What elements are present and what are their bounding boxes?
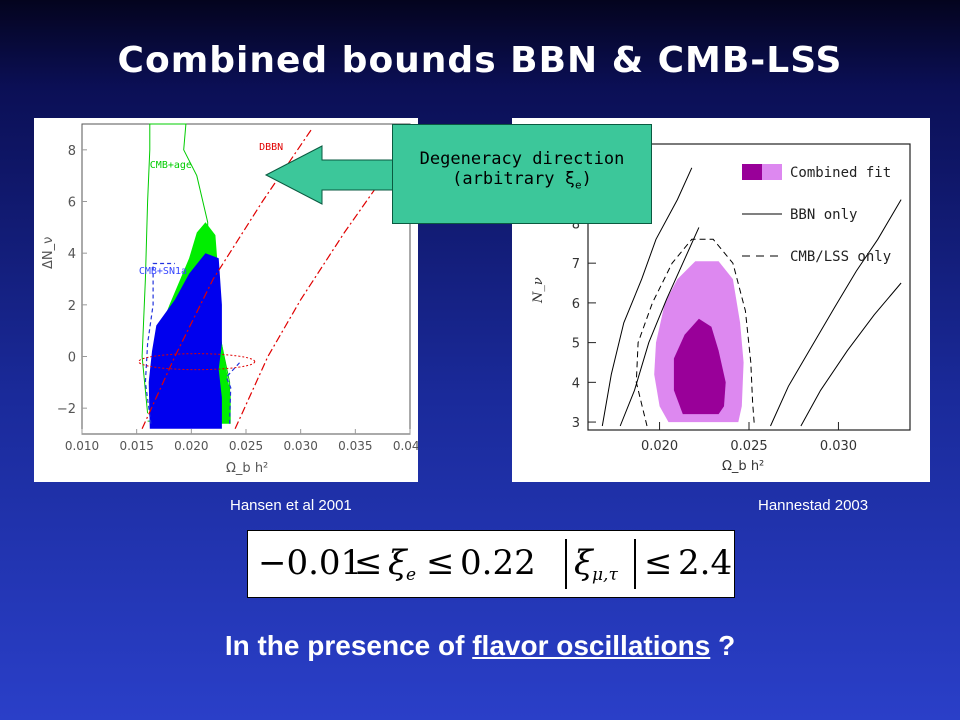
cmb-sn1a-dashed-contour-right <box>225 361 241 424</box>
chart-left-xtick-label: 0.035 <box>338 439 372 453</box>
combined-fit-68-region <box>673 318 726 415</box>
formula-xi-mt: ξ <box>574 543 593 583</box>
formula-bound: 2.4 <box>678 543 733 583</box>
chart-right-ytick-label: 8 <box>572 217 580 232</box>
chart-left-xlabel: Ω_b h² <box>226 461 268 476</box>
chart-right-legend-label: BBN only <box>790 207 857 223</box>
chart-left-ytick-label: 0 <box>68 351 76 366</box>
chart-left-annotation: CMB+SN1a <box>139 266 187 277</box>
caption-right: Hannestad 2003 <box>758 497 869 514</box>
chart-right-xtick-label: 0.030 <box>820 439 857 454</box>
chart-left-annotation: DBBN <box>259 142 283 153</box>
cmb-age-contour <box>141 123 231 422</box>
chart-left-ytick-label: −2 <box>57 402 76 417</box>
chart-right-ytick-label: 5 <box>572 337 580 352</box>
chart-left-xtick-label: 0.040 <box>393 439 418 453</box>
formula-sub-e: e <box>406 565 417 585</box>
bbn-contour-left <box>601 167 693 427</box>
formula-le2: ≤ <box>426 543 455 583</box>
chart-right: 0.020 0.025 0.030 3 4 5 6 7 8 Combined fit BBN on… <box>531 143 911 474</box>
bbn-contour-right-inner <box>800 282 902 427</box>
chart-right-ytick-label: 6 <box>572 297 580 312</box>
formula-high: 0.22 <box>460 543 536 583</box>
flavor-oscillations-link: flavor oscillations <box>472 630 711 661</box>
chart-right-ytick-label: 4 <box>572 376 580 391</box>
abs-bar-right <box>634 539 636 589</box>
chart-left-ytick-label: 4 <box>68 247 76 262</box>
degeneracy-arrow-icon <box>264 145 401 205</box>
chart-left-xtick-label: 0.030 <box>283 439 317 453</box>
formula-le3: ≤ <box>644 543 673 583</box>
chart-left-ytick-label: 2 <box>68 299 76 314</box>
callout-line2: (arbitrary ξe) <box>393 169 651 191</box>
cmb-sn1a-dashed-contour <box>144 262 175 424</box>
chart-right-regions <box>601 167 902 427</box>
chart-left-xtick-label: 0.015 <box>119 439 153 453</box>
chart-right-ytick-label: 3 <box>572 416 580 431</box>
chart-right-legend-label: Combined fit <box>790 165 891 181</box>
formula-xi-e: ξ <box>388 543 407 583</box>
cmb-lss-contour <box>635 238 755 427</box>
chart-right-ticks: 0.020 0.025 0.030 3 4 5 6 7 8 <box>572 217 857 454</box>
formula-box: −0.01 ≤ ξ e ≤ 0.22 ξ μ,τ ≤ 2.4 <box>247 530 735 598</box>
chart-right-legend: Combined fit BBN only CMB/LSS only <box>742 164 891 265</box>
formula-le1: ≤ <box>354 543 383 583</box>
question-text: In the presence of flavor oscillations ? <box>0 630 960 662</box>
formula-low: −0.01 <box>258 543 363 583</box>
callout-line1: Degeneracy direction <box>419 149 625 169</box>
chart-left-ylabel: ΔN_ν <box>41 237 56 269</box>
dbbn-ellipse <box>138 353 256 371</box>
caption-left: Hansen et al 2001 <box>230 497 352 514</box>
chart-left-ytick-label: 6 <box>68 196 76 211</box>
legend-swatch-light <box>762 164 782 180</box>
abs-bar-left <box>565 539 567 589</box>
chart-left-annotation: CMB+age <box>150 160 192 171</box>
chart-right-legend-label: CMB/LSS only <box>790 249 891 265</box>
degeneracy-callout: Degeneracy direction (arbitrary ξe) <box>392 124 652 224</box>
chart-right-ytick-label: 7 <box>572 257 580 272</box>
chart-left-xtick-label: 0.010 <box>65 439 99 453</box>
question-post: ? <box>710 630 736 661</box>
chart-right-ylabel: N_ν <box>531 277 546 304</box>
chart-left-ytick-label: 8 <box>68 144 76 159</box>
callout-close: ) <box>581 169 592 189</box>
chart-left-xtick-label: 0.020 <box>174 439 208 453</box>
callout-sub: e <box>574 178 582 192</box>
chart-left-xtick-label: 0.025 <box>229 439 263 453</box>
bbn-contour-right <box>770 199 902 427</box>
chart-left-ticks: 0.010 0.015 0.020 0.025 0.030 0.035 0.040 8 6 4 2 0… <box>57 144 418 453</box>
chart-right-xtick-label: 0.020 <box>641 439 678 454</box>
chart-right-xtick-label: 0.025 <box>730 439 767 454</box>
formula-sub-mt: μ,τ <box>592 565 618 585</box>
legend-swatch-dark <box>742 164 762 180</box>
bbn-contour-inner <box>619 227 700 427</box>
callout-text: (arbitrary ξ <box>452 169 575 189</box>
question-pre: In the presence of <box>224 630 473 661</box>
dbbn-line-1 <box>141 128 313 430</box>
slide-title: Combined bounds BBN & CMB-LSS <box>117 40 843 81</box>
chart-right-xlabel: Ω_b h² <box>722 459 764 474</box>
